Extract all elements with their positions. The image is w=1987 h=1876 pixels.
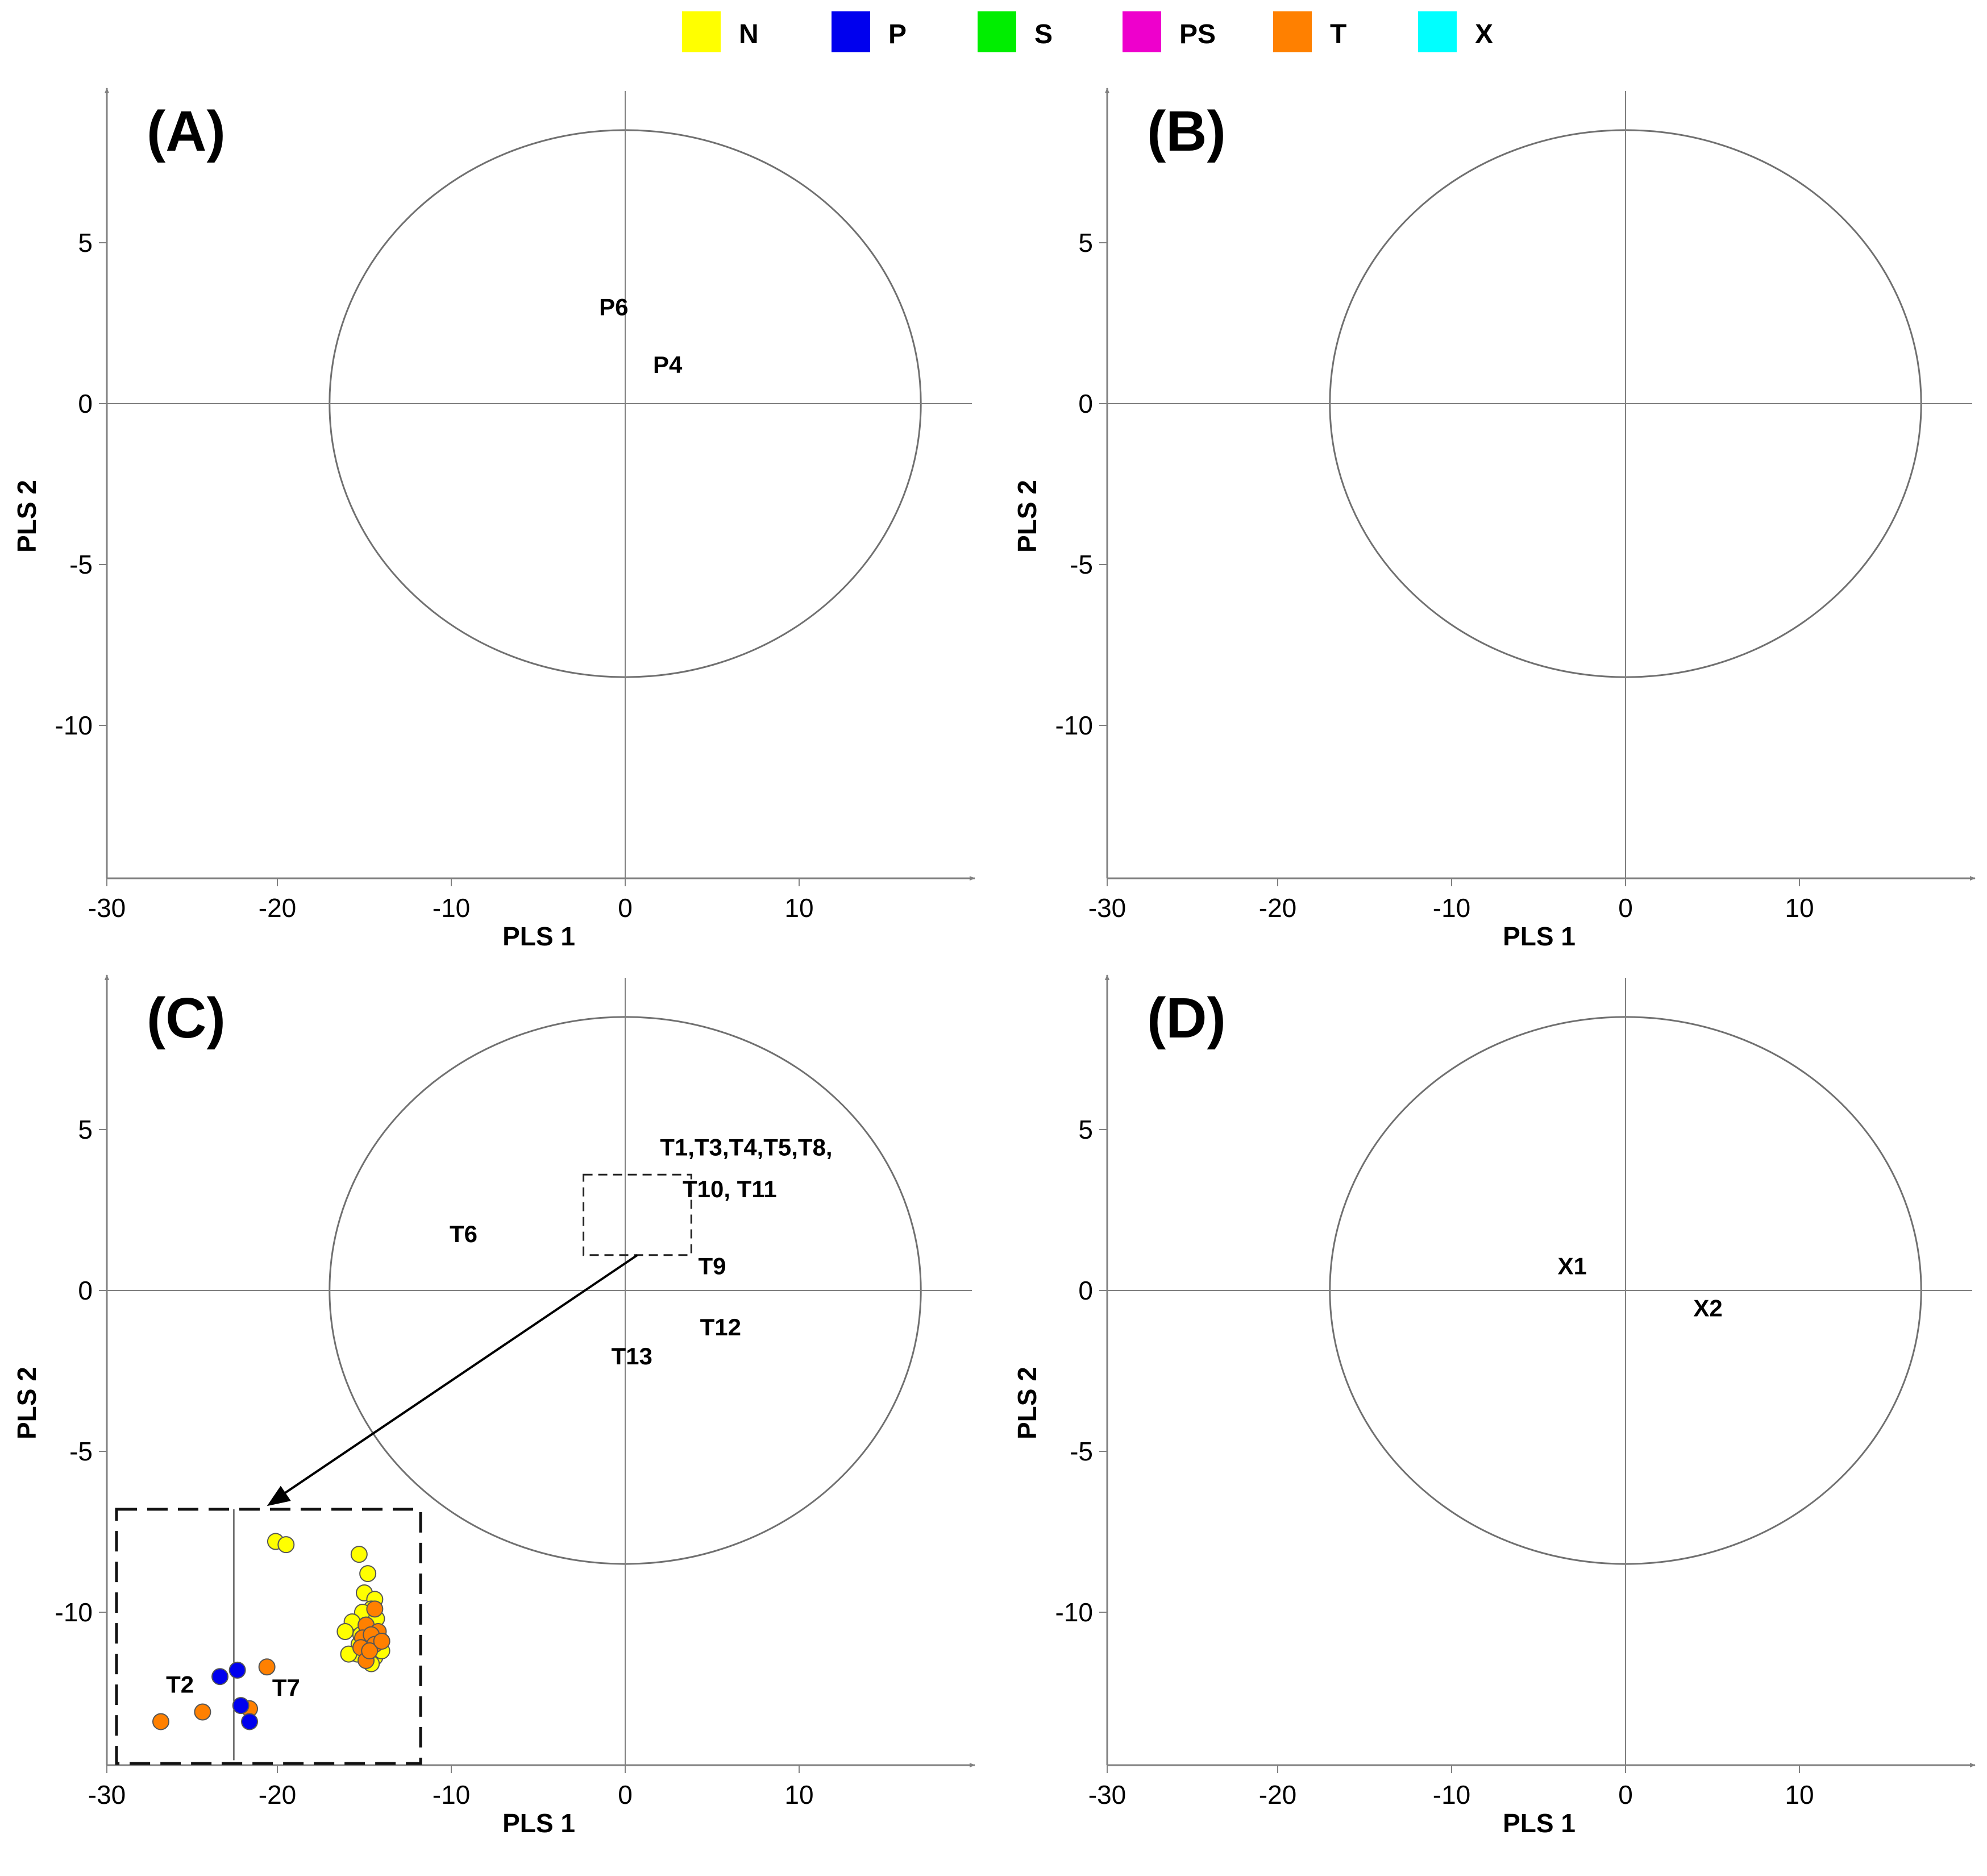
x-tick-label: 10 xyxy=(1785,1780,1814,1809)
panel-label: (A) xyxy=(147,99,226,163)
legend-swatch-x xyxy=(1418,11,1457,52)
y-tick-label: -5 xyxy=(1070,550,1093,579)
inset-annotation: T7 xyxy=(272,1674,300,1701)
point-annotation: T9 xyxy=(699,1253,726,1280)
zoom-arrow-head xyxy=(267,1485,291,1506)
x-tick-label: -30 xyxy=(1088,893,1126,923)
x-tick-label: -20 xyxy=(259,893,296,923)
y-tick-label: -10 xyxy=(55,711,93,740)
legend-swatch-t xyxy=(1273,11,1312,52)
point-annotation: T1,T3,T4,T5,T8, xyxy=(660,1134,832,1160)
x-axis-label: PLS 1 xyxy=(502,922,575,951)
x-tick-label: -30 xyxy=(88,1780,126,1809)
point-annotation: T13 xyxy=(612,1343,652,1369)
y-tick-label: 0 xyxy=(1078,1276,1093,1305)
y-tick-label: 5 xyxy=(78,1115,93,1144)
y-tick-label: 0 xyxy=(78,389,93,418)
x-tick-label: -20 xyxy=(1259,893,1296,923)
point-annotation: T10, T11 xyxy=(683,1176,777,1202)
point-annotation: X1 xyxy=(1558,1253,1587,1280)
y-tick-label: -5 xyxy=(69,550,93,579)
inset-point-t xyxy=(366,1600,384,1618)
x-tick-label: -20 xyxy=(259,1780,296,1809)
y-axis-label: PLS 2 xyxy=(1012,480,1042,553)
x-tick-label: 0 xyxy=(1618,1780,1633,1809)
inset-point-t xyxy=(373,1632,390,1650)
legend-label-s: S xyxy=(1034,19,1053,49)
panel-c: -30 -20 -10 0 10 5 0 -5 -10 PLS 1 PLS 2 (C) T1,T3,T4… xyxy=(12,974,975,1838)
y-tick-label: -10 xyxy=(55,1597,93,1627)
y-tick-label: 0 xyxy=(78,1276,93,1305)
x-axis-label: PLS 1 xyxy=(1503,922,1576,951)
point-annotation: P6 xyxy=(599,293,628,320)
legend: N P S PS T X xyxy=(682,11,1493,52)
inset-point-n xyxy=(277,1536,295,1554)
inset-point-t xyxy=(152,1713,169,1730)
y-tick-label: -10 xyxy=(1055,1597,1093,1627)
inset-point-p xyxy=(228,1661,246,1679)
x-axis-label: PLS 1 xyxy=(502,1808,575,1838)
legend-label-x: X xyxy=(1475,19,1493,49)
y-tick-label: -10 xyxy=(1055,711,1093,740)
panel-b: -30 -20 -10 0 10 5 0 -5 -10 PLS 1 PLS 2 (B) xyxy=(1012,88,1976,951)
x-tick-label: 10 xyxy=(784,893,813,923)
inset-point-p xyxy=(211,1668,229,1686)
x-tick-label: 0 xyxy=(1618,893,1633,923)
x-tick-label: 0 xyxy=(618,1780,633,1809)
legend-label-p: P xyxy=(888,19,907,49)
x-tick-label: -20 xyxy=(1259,1780,1296,1809)
panel-a: -30 -20 -10 0 10 5 0 -5 -10 PLS 1 PLS 2 (A) P6 P4 xyxy=(12,88,975,951)
x-tick-label: 10 xyxy=(784,1780,813,1809)
legend-swatch-s xyxy=(978,11,1016,52)
legend-swatch-p xyxy=(832,11,870,52)
y-axis-label: PLS 2 xyxy=(1012,1367,1042,1439)
x-tick-label: 10 xyxy=(1785,893,1814,923)
inset-annotation: T2 xyxy=(166,1671,194,1698)
inset-point-t xyxy=(258,1658,276,1676)
inset-point-p xyxy=(241,1713,259,1730)
zoom-source-box xyxy=(583,1173,692,1256)
x-tick-label: -30 xyxy=(88,893,126,923)
x-tick-label: -10 xyxy=(1433,1780,1470,1809)
legend-label-n: N xyxy=(739,19,759,49)
x-tick-label: -10 xyxy=(1433,893,1470,923)
inset-point-n xyxy=(350,1546,368,1563)
panel-label: (C) xyxy=(147,986,226,1050)
x-axis-label: PLS 1 xyxy=(1503,1808,1576,1838)
panel-label: (B) xyxy=(1147,99,1226,163)
inset-point-n xyxy=(336,1622,354,1640)
legend-label-ps: PS xyxy=(1179,19,1216,49)
point-annotation: T12 xyxy=(700,1314,741,1340)
panel-label: (D) xyxy=(1147,986,1226,1050)
legend-swatch-ps xyxy=(1123,11,1161,52)
panel-d: -30 -20 -10 0 10 5 0 -5 -10 PLS 1 PLS 2 (D) X1 X2 xyxy=(1012,974,1976,1838)
x-tick-label: -10 xyxy=(433,893,470,923)
point-annotation: X2 xyxy=(1693,1294,1722,1321)
x-tick-label: 0 xyxy=(618,893,633,923)
legend-label-t: T xyxy=(1330,19,1346,49)
y-axis-label: PLS 2 xyxy=(12,1367,41,1439)
point-annotation: T6 xyxy=(450,1221,477,1247)
y-tick-label: 5 xyxy=(1078,228,1093,258)
inset-point-t xyxy=(361,1642,379,1659)
y-tick-label: 5 xyxy=(1078,1115,1093,1144)
y-tick-label: -5 xyxy=(1070,1437,1093,1466)
x-tick-label: -30 xyxy=(1088,1780,1126,1809)
point-annotation: P4 xyxy=(653,351,683,378)
y-axis-label: PLS 2 xyxy=(12,480,41,553)
inset-point-p xyxy=(232,1697,250,1715)
zoom-arrow-line xyxy=(269,1254,638,1504)
legend-swatch-n xyxy=(682,11,721,52)
y-tick-label: 0 xyxy=(1078,389,1093,418)
y-tick-label: -5 xyxy=(69,1437,93,1466)
y-tick-label: 5 xyxy=(78,228,93,258)
inset-point-n xyxy=(359,1565,377,1583)
x-tick-label: -10 xyxy=(433,1780,470,1809)
inset-point-t xyxy=(194,1703,211,1721)
